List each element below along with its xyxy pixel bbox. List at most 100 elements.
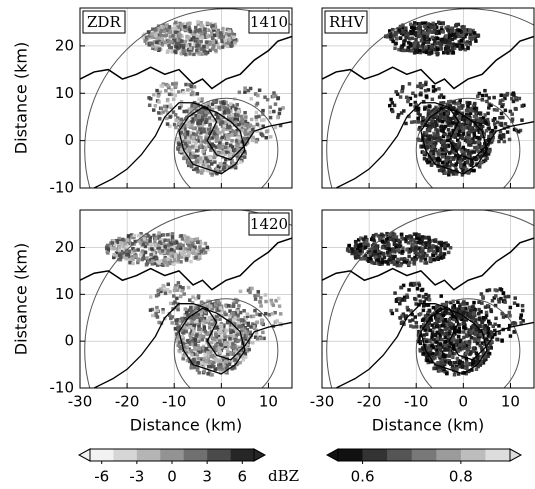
echo-pixel: [469, 126, 473, 130]
echo-pixel: [478, 92, 482, 96]
echo-pixel: [468, 346, 472, 350]
echo-pixel: [409, 32, 413, 36]
echo-pixel: [477, 312, 481, 316]
echo-pixel: [245, 123, 249, 127]
panel: [80, 209, 367, 489]
echo-pixel: [458, 116, 462, 120]
echo-pixel: [451, 121, 455, 125]
echo-pixel: [448, 332, 452, 336]
echo-pixel: [195, 320, 199, 324]
echo-pixel: [447, 122, 451, 126]
echo-pixel: [354, 241, 358, 245]
echo-pixel: [215, 326, 219, 330]
echo-pixel: [432, 132, 436, 136]
echo-pixel: [488, 150, 492, 154]
echo-pixel: [169, 302, 173, 306]
echo-pixel: [171, 82, 175, 86]
echo-pixel: [274, 126, 278, 130]
echo-pixel: [472, 301, 476, 305]
echo-pixel: [198, 245, 202, 249]
echo-pixel: [494, 126, 498, 129]
echo-pixel: [499, 93, 503, 97]
echo-pixel: [442, 255, 446, 259]
echo-pixel: [175, 322, 179, 326]
echo-pixel: [411, 318, 415, 322]
echo-pixel: [174, 27, 178, 31]
echo-pixel: [427, 236, 431, 240]
echo-pixel: [210, 162, 214, 166]
echo-pixel: [391, 40, 395, 44]
echo-pixel: [211, 36, 215, 40]
echo-pixel: [400, 90, 404, 94]
echo-pixel: [253, 309, 256, 313]
echo-pixel: [443, 244, 447, 248]
echo-pixel: [209, 304, 213, 308]
echo-pixel: [175, 118, 179, 122]
echo-pixel: [218, 339, 222, 343]
echo-pixel: [182, 157, 186, 161]
echo-pixel: [254, 115, 258, 119]
echo-pixel: [136, 257, 140, 261]
echo-pixel: [184, 83, 188, 87]
echo-pixel: [193, 346, 197, 350]
echo-pixel: [187, 286, 191, 290]
echo-pixel: [228, 337, 232, 341]
echo-pixel: [229, 44, 233, 48]
echo-pixel: [190, 92, 194, 96]
echo-pixel: [221, 120, 225, 124]
echo-pixel: [492, 119, 496, 123]
echo-pixel: [351, 250, 355, 254]
x-tick-label: -10: [404, 393, 429, 411]
echo-pixel: [461, 34, 465, 38]
echo-pixel: [237, 123, 241, 127]
echo-pixel: [217, 300, 221, 304]
echo-pixel: [436, 314, 440, 318]
echo-pixel: [417, 30, 421, 33]
echo-pixel: [459, 164, 463, 168]
panel: [322, 209, 535, 489]
x-tick-label: -30: [310, 393, 335, 411]
echo-pixel: [186, 88, 190, 92]
echo-pixel: [168, 93, 172, 97]
echo-pixel: [418, 237, 422, 241]
echo-pixel: [372, 234, 376, 238]
echo-pixel: [219, 325, 223, 329]
colorbar-segment: [160, 449, 184, 461]
echo-pixel: [427, 109, 431, 113]
echo-pixel: [510, 112, 514, 116]
echo-pixel: [255, 313, 259, 317]
echo-pixel: [204, 156, 208, 160]
echo-pixel: [122, 245, 126, 249]
echo-pixel: [436, 130, 440, 134]
echo-pixel: [177, 90, 181, 94]
echo-pixel: [260, 119, 264, 123]
echo-pixel: [453, 361, 457, 365]
echo-pixel: [177, 122, 181, 126]
echo-pixel: [393, 291, 397, 295]
echo-pixel: [497, 300, 501, 304]
echo-pixel: [422, 352, 426, 356]
echo-pixel: [224, 39, 228, 43]
echo-pixel: [426, 41, 430, 45]
echo-pixel: [206, 246, 210, 250]
y-axis-label: Distance (km): [12, 243, 31, 355]
echo-pixel: [419, 299, 423, 303]
echo-pixel: [476, 145, 480, 149]
echo-pixel: [205, 347, 209, 351]
echo-pixel: [261, 109, 265, 113]
echo-pixel: [417, 85, 421, 89]
echo-pixel: [421, 235, 425, 239]
echo-pixel: [173, 300, 177, 304]
echo-pixel: [364, 235, 368, 239]
echo-pixel: [476, 34, 480, 38]
echo-pixel: [389, 98, 393, 102]
colorbar-segment: [461, 449, 486, 461]
echo-pixel: [241, 122, 245, 126]
echo-pixel: [407, 41, 411, 45]
echo-pixel: [402, 30, 406, 34]
echo-pixel: [211, 24, 215, 28]
echo-pixel: [210, 323, 214, 327]
echo-pixel: [441, 155, 445, 159]
echo-pixel: [440, 129, 444, 133]
colorbar-segment: [113, 449, 137, 461]
